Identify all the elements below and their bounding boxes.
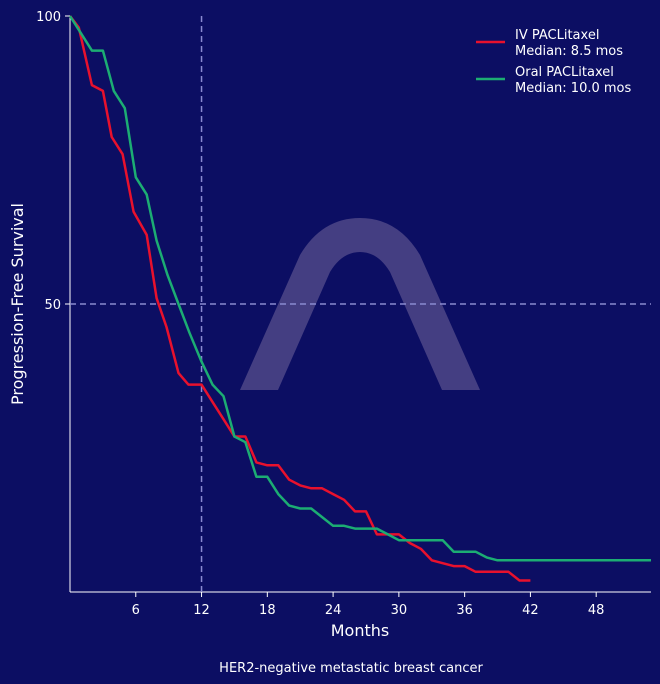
legend: IV PACLitaxel Median: 8.5 mos Oral PACLi… (476, 28, 631, 96)
legend-label-iv: IV PACLitaxel (515, 28, 599, 43)
x-tick-label: 30 (391, 603, 408, 618)
x-axis-title: Months (331, 621, 389, 640)
x-tick-label: 18 (259, 603, 276, 618)
watermark-logo-icon (240, 218, 480, 390)
x-tick-label: 24 (325, 603, 342, 618)
x-tick-label: 36 (456, 603, 473, 618)
y-tick-label: 100 (36, 10, 61, 25)
x-tick-label: 42 (522, 603, 539, 618)
y-axis-title: Progression-Free Survival (8, 203, 27, 405)
series-line-oral-paclitaxel (68, 15, 651, 562)
x-tick-label: 48 (588, 603, 605, 618)
legend-label-oral: Oral PACLitaxel (515, 65, 614, 80)
x-tick-label: 6 (132, 603, 140, 618)
x-tick-label: 12 (193, 603, 210, 618)
legend-median-iv: Median: 8.5 mos (515, 44, 623, 59)
y-tick-label: 50 (44, 298, 61, 313)
legend-median-oral: Median: 10.0 mos (515, 81, 631, 96)
series-line-iv-paclitaxel (69, 15, 531, 582)
chart-caption: HER2-negative metastatic breast cancer (219, 661, 483, 676)
